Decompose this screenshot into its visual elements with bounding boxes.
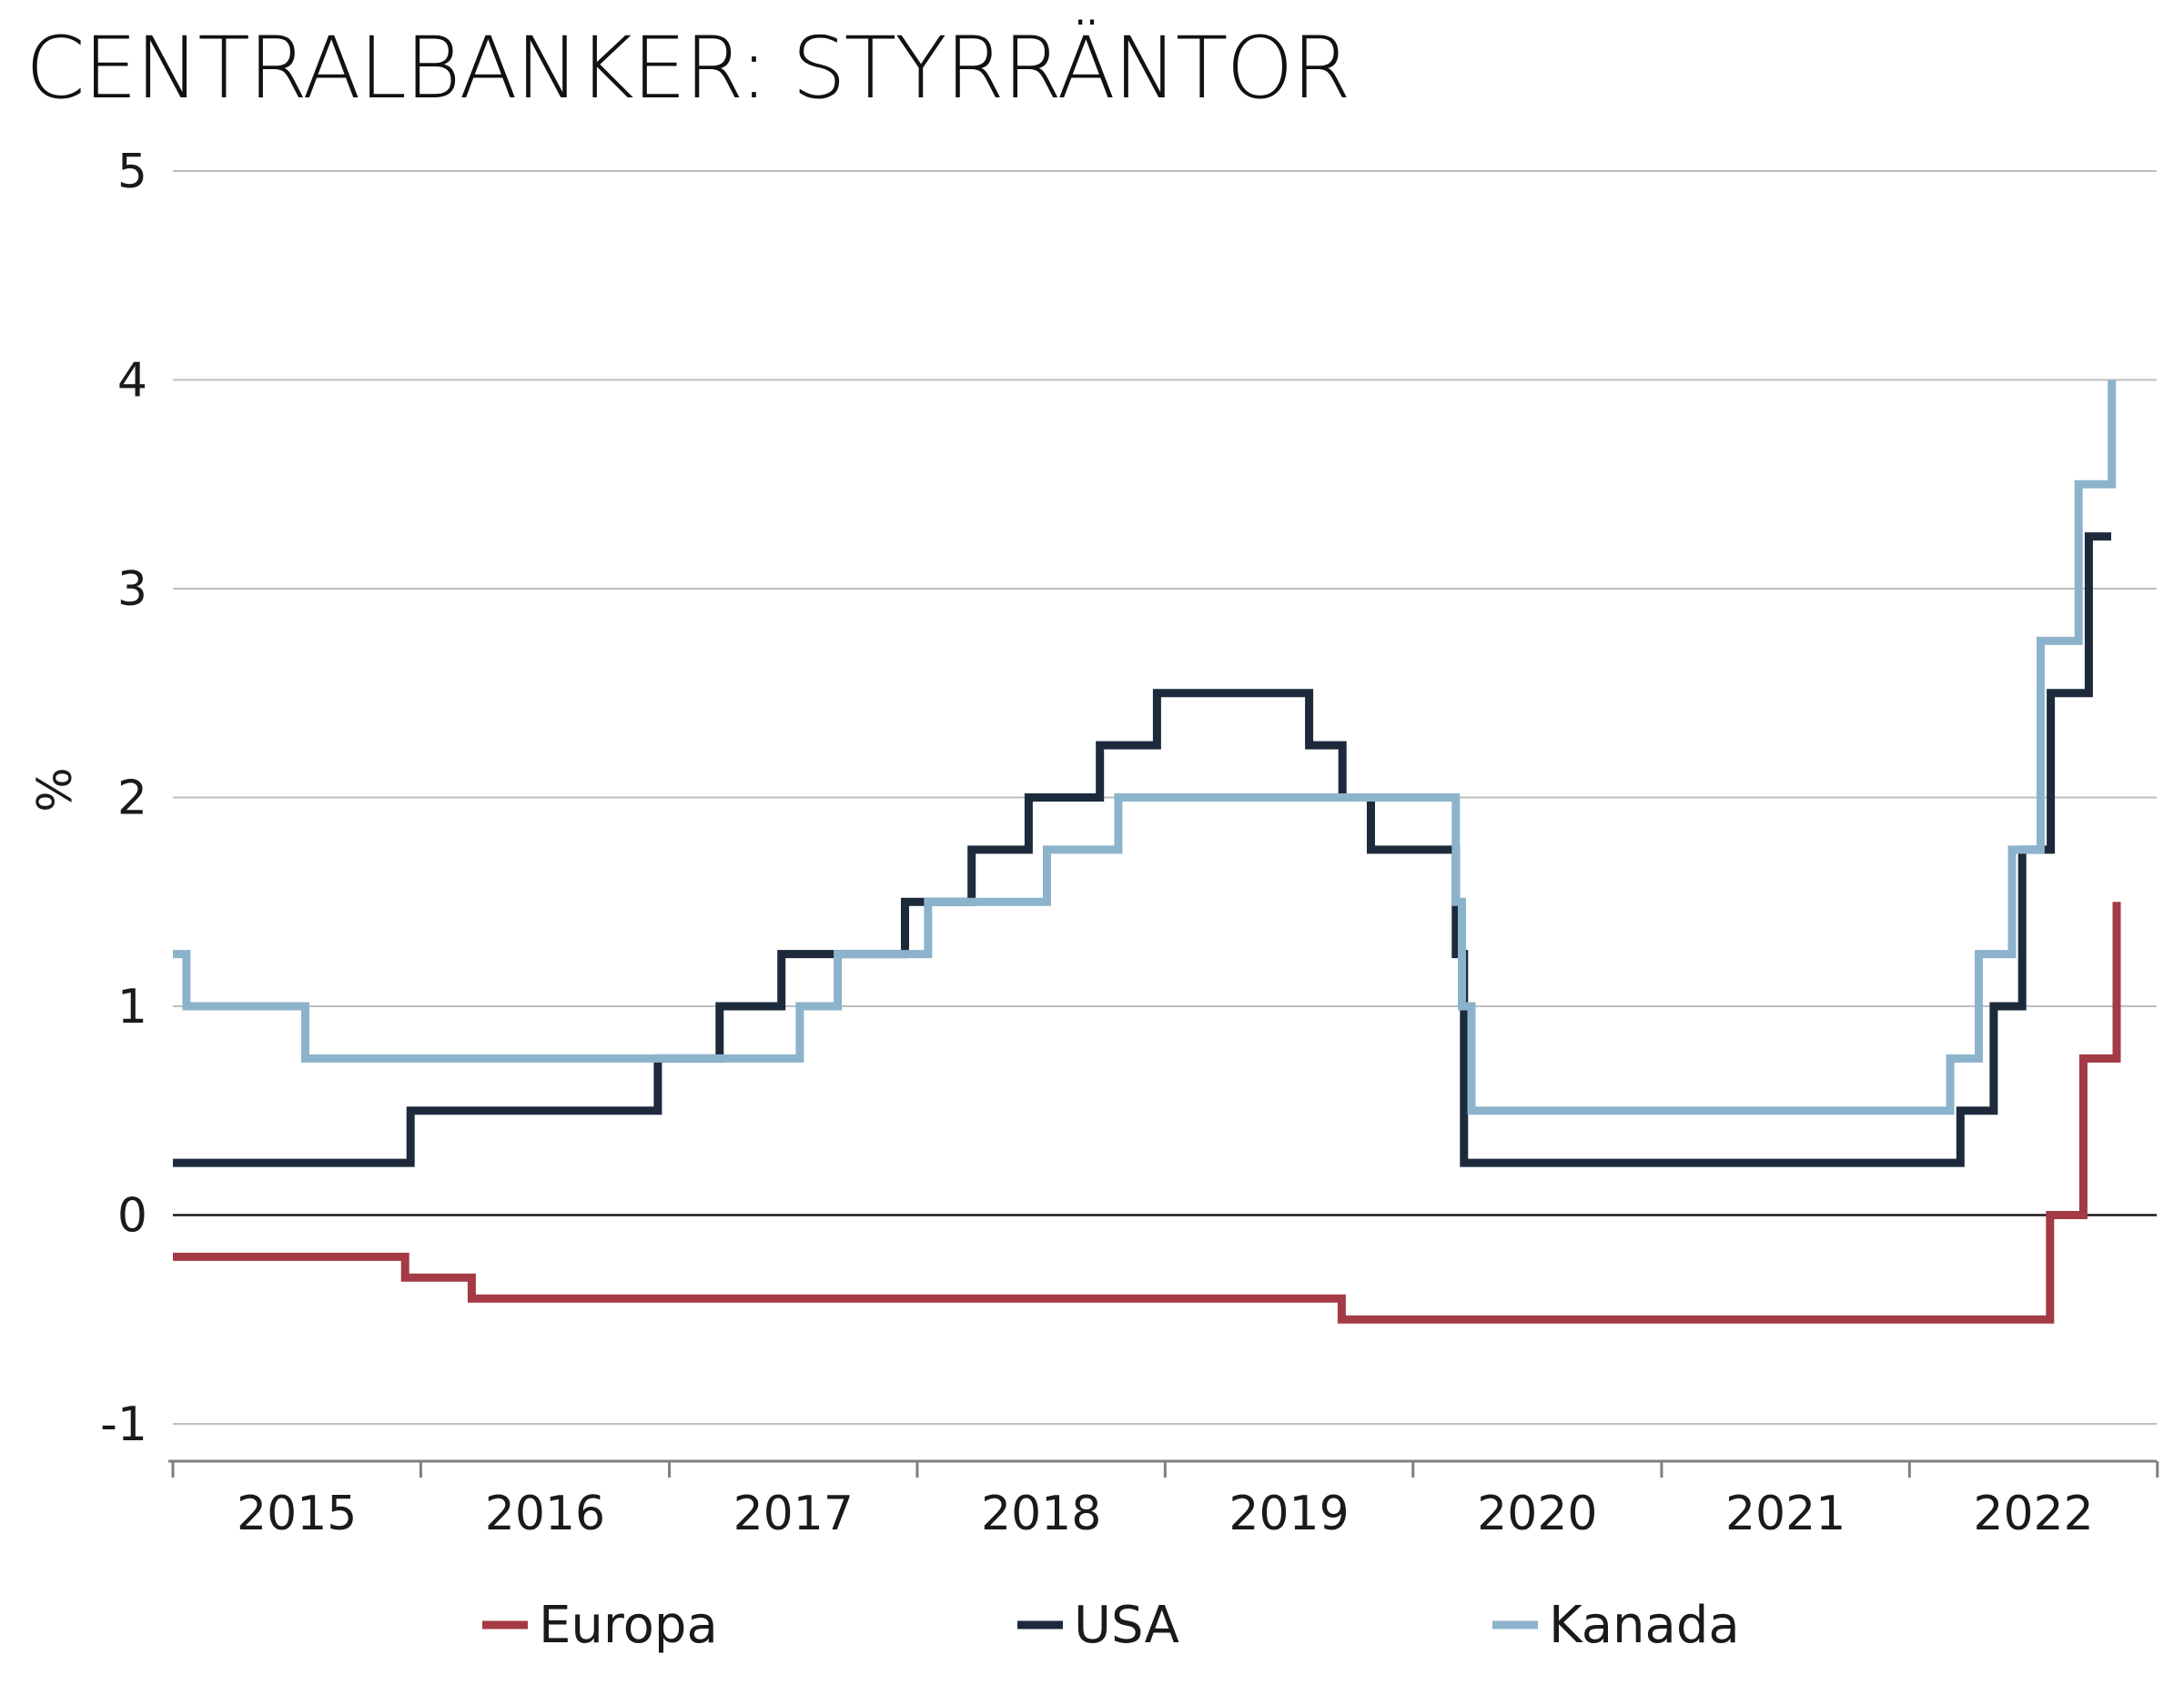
grid: [173, 170, 2157, 1425]
x-tick-label: 2019: [1228, 1487, 1349, 1541]
x-tick-label: 2022: [1973, 1487, 2093, 1541]
y-axis: -1 0 1 2 3 4 5: [100, 145, 147, 1452]
x-axis: 2015 2016 2017 2018 2019 2020 2021 2022: [168, 1459, 2159, 1541]
series-lines: [173, 379, 2121, 1324]
y-tick-label: 4: [117, 354, 147, 409]
series-line-europa: [173, 902, 2121, 1324]
legend: Europa USA Kanada: [482, 1596, 1740, 1655]
x-tick-label: 2017: [733, 1487, 854, 1541]
series-line-kanada: [173, 379, 2117, 1115]
legend-label: Europa: [539, 1596, 718, 1655]
x-tick-label: 2016: [485, 1487, 605, 1541]
x-tick-label: 2018: [981, 1487, 1101, 1541]
legend-label: Kanada: [1549, 1596, 1740, 1655]
series-line-usa: [173, 532, 2111, 1167]
x-tick-label: 2015: [237, 1487, 357, 1541]
y-tick-label: 1: [117, 980, 147, 1034]
chart-title: CENTRALBANKER: STYRRÄNTOR: [25, 19, 1351, 118]
y-tick-label: 2: [117, 772, 147, 826]
x-tick-label: 2020: [1477, 1487, 1597, 1541]
y-tick-label: 5: [117, 145, 147, 199]
y-tick-label: 3: [117, 562, 147, 617]
y-tick-label: -1: [100, 1397, 147, 1452]
legend-item-europa: Europa: [482, 1596, 718, 1655]
y-axis-label: %: [28, 767, 83, 812]
y-tick-label: 0: [117, 1189, 147, 1244]
legend-label: USA: [1074, 1596, 1179, 1655]
x-tick-label: 2021: [1725, 1487, 1845, 1541]
legend-item-kanada: Kanada: [1492, 1596, 1740, 1655]
legend-item-usa: USA: [1017, 1596, 1179, 1655]
